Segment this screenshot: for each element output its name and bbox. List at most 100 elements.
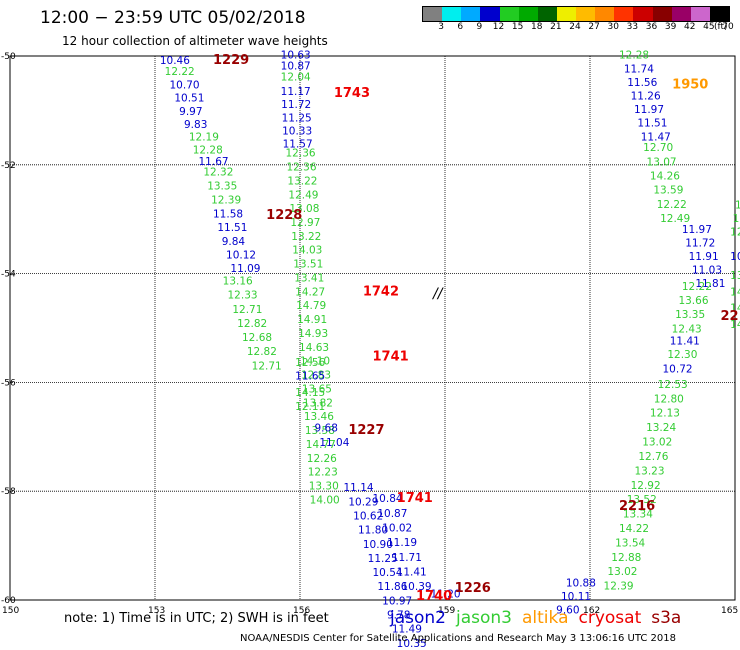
wave-height-value: 11.04 [319, 437, 349, 449]
wave-height-value: 12.68 [242, 332, 272, 344]
color-swatch [633, 7, 653, 21]
wave-height-value: 9.83 [184, 119, 207, 131]
wave-height-value: 14.63 [299, 342, 329, 354]
wave-height-value: 11.80 [358, 525, 388, 537]
wave-height-value: 9.68 [315, 422, 338, 434]
wave-height-value: 9.97 [179, 106, 202, 118]
pass-time-label: 1229 [213, 53, 249, 68]
pass-time-label: 1226 [455, 581, 491, 596]
wave-height-value: 14 [730, 303, 740, 315]
pass-time-label: 2216 [619, 499, 655, 514]
wave-height-value: 11.57 [283, 138, 313, 150]
wave-height-value: 11.65 [295, 371, 325, 383]
wave-height-value: 9.78 [387, 609, 410, 621]
pass-time-label: 22 [721, 309, 739, 324]
wave-height-value: 14.93 [298, 328, 328, 340]
wave-height-value: 11.97 [682, 224, 712, 236]
wave-height-value: 11.49 [392, 624, 422, 636]
wave-height-value: 12.82 [237, 318, 267, 330]
notes-text: note: 1) Time is in UTC; 2) SWH is in fe… [64, 611, 329, 626]
lat-label: -54 [1, 270, 16, 280]
wave-height-value: 13.59 [653, 185, 683, 197]
color-swatch [537, 7, 557, 21]
wave-height-value: 12.04 [281, 71, 311, 83]
wave-height-value: 12.83 [301, 370, 331, 382]
wave-height-value: 11.25 [368, 553, 398, 565]
wave-height-value: 12.71 [252, 360, 282, 372]
wave-height-value: 14 [730, 319, 740, 331]
wave-height-value: 12.36 [286, 148, 316, 160]
wave-height-value: 10.88 [566, 577, 596, 589]
scale-label: 21 [550, 22, 562, 32]
wave-height-value: 13.24 [646, 422, 676, 434]
wave-height-value: 12.97 [290, 217, 320, 229]
wave-height-value: 10.29 [348, 496, 378, 508]
wave-height-value: 12.11 [295, 401, 325, 413]
satellite-legend-jason3: jason3 [456, 608, 512, 628]
wave-height-value: 13.41 [294, 272, 324, 284]
wave-height-value: 11.56 [627, 77, 657, 89]
wave-height-value: 10.51 [174, 93, 204, 105]
wave-height-value: 14.79 [296, 300, 326, 312]
scale-label: 45 [703, 22, 715, 32]
wave-height-value: 13.23 [634, 465, 664, 477]
wave-height-value: 11.41 [397, 567, 427, 579]
lon-label: 162 [583, 606, 600, 616]
color-swatch [595, 7, 615, 21]
color-swatch [423, 7, 443, 21]
wave-height-value: 12.70 [643, 142, 673, 154]
wave-height-value: 11.74 [624, 63, 654, 75]
wave-height-value: 13.40 [730, 270, 740, 282]
wave-height-value: 13.46 [304, 411, 334, 423]
wave-height-value: 12.3 [730, 227, 740, 239]
wave-height-value: 11.03 [692, 265, 722, 277]
lat-label: -58 [1, 487, 16, 497]
wave-height-value: 11.51 [217, 222, 247, 234]
color-swatch [690, 7, 710, 21]
wave-height-value: 13.54 [615, 537, 645, 549]
wave-height-value: 13.08 [289, 203, 319, 215]
wave-height-value: 10.33 [282, 125, 312, 137]
wave-height-value: 12.19 [189, 131, 219, 143]
wave-height-value: 10.90 [363, 539, 393, 551]
wave-height-value: 11.17 [281, 86, 311, 98]
scale-label: 9 [476, 22, 483, 32]
wave-height-value: 11.51 [637, 118, 667, 130]
color-scale-labels: 3 6 9 12 15 18 21 24 27 30 33 36 39 42 45 70 (ft) [422, 22, 740, 36]
scale-label: 33 [626, 22, 639, 32]
wave-height-value: 12.39 [211, 194, 241, 206]
lat-label: -50 [1, 52, 16, 62]
scale-label: 6 [457, 22, 464, 32]
wave-height-value: 10.87 [377, 508, 407, 520]
wave-height-value: 13.82 [303, 397, 333, 409]
satellite-legend: jason2 jason3 altika cryosat s3a [390, 608, 681, 628]
wave-height-value: 11.58 [213, 209, 243, 221]
satellite-legend-jason2: jason2 [390, 608, 446, 628]
wave-height-value: 11.91 [689, 251, 719, 263]
color-swatch [652, 7, 672, 21]
wave-height-value: 10.63 [281, 50, 311, 62]
scale-label: 15 [511, 22, 524, 32]
wave-height-value: 10.97 [382, 595, 412, 607]
wave-height-value: 13.30 [309, 481, 339, 493]
wave-height-value: 13.66 [678, 295, 708, 307]
scale-label: 24 [569, 22, 581, 32]
color-swatch [709, 7, 729, 21]
wave-height-value: 10.39 [402, 581, 432, 593]
scale-label: 70 [722, 22, 734, 32]
color-scale-legend: 3 6 9 12 15 18 21 24 27 30 33 36 39 42 45 70 (ft) [422, 6, 734, 32]
wave-height-value: 11.72 [281, 99, 311, 111]
pass-time-label: 1740 [416, 589, 452, 604]
wave-height-value: 12.92 [631, 480, 661, 492]
pass-time-label: 1742 [363, 284, 399, 299]
wave-height-value: 14.15 [295, 387, 325, 399]
wave-height-value: 12.43 [672, 323, 702, 335]
wave-height-value: 12.23 [308, 467, 338, 479]
wave-height-value: 11.81 [695, 278, 725, 290]
wave-height-value: 10.70 [170, 80, 200, 92]
wave-height-value: 13.22 [291, 231, 321, 243]
color-swatch [461, 7, 481, 21]
scale-unit: (ft) [714, 22, 728, 32]
wave-height-value: 11.72 [685, 237, 715, 249]
